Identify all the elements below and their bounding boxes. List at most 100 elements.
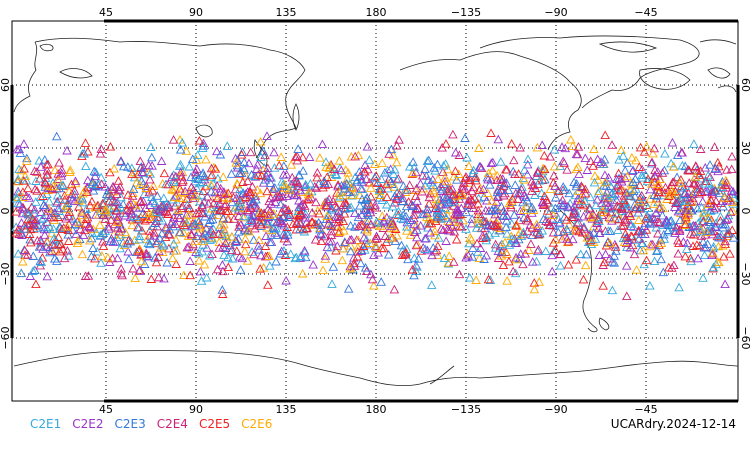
observation-triangle [719, 191, 730, 201]
observation-triangle [223, 252, 233, 262]
observation-triangle [38, 213, 49, 222]
observation-triangle [209, 162, 219, 172]
observation-triangle [207, 170, 217, 179]
observation-triangle [547, 250, 557, 260]
observation-triangle [310, 219, 320, 228]
observation-triangle [21, 207, 32, 217]
observation-triangle [328, 262, 339, 271]
observation-triangle [466, 194, 476, 204]
observation-triangle [522, 169, 533, 179]
observation-triangle [146, 142, 156, 151]
observation-triangle [65, 165, 76, 174]
observation-triangle [214, 198, 225, 208]
observation-triangle [370, 172, 380, 182]
observation-triangle [135, 180, 145, 190]
observation-triangle [394, 135, 404, 144]
observation-triangle [407, 264, 418, 274]
observation-triangle [438, 167, 448, 176]
observation-triangle [598, 281, 608, 290]
observation-triangle [115, 219, 125, 229]
observation-triangle [211, 200, 222, 209]
observation-triangle [346, 234, 357, 244]
observation-triangle [141, 181, 152, 190]
observation-triangle [134, 223, 144, 232]
observation-triangle [571, 179, 582, 188]
observation-triangle [391, 209, 402, 219]
observation-triangle [366, 269, 376, 279]
observation-triangle [244, 216, 254, 225]
observation-triangle [295, 209, 306, 219]
observation-triangle [14, 164, 24, 174]
observation-triangle [492, 170, 502, 180]
observation-triangle [103, 190, 113, 200]
observation-triangle [291, 218, 302, 227]
observation-triangle [634, 162, 645, 171]
observation-triangle [692, 184, 703, 193]
observation-triangle [279, 245, 289, 255]
observation-triangle [345, 261, 355, 271]
observation-triangle [242, 205, 253, 215]
observation-triangle [170, 201, 180, 210]
observation-triangle [673, 248, 683, 258]
observation-triangle [634, 234, 644, 243]
observation-triangle [393, 173, 404, 183]
observation-triangle [227, 253, 238, 263]
observation-triangle [57, 165, 67, 174]
observation-triangle [20, 245, 30, 255]
observation-triangle [159, 273, 169, 283]
observation-triangle [331, 245, 341, 255]
observation-triangle [340, 165, 351, 174]
observation-triangle [720, 239, 730, 249]
observation-triangle [190, 191, 200, 200]
observation-triangle [541, 216, 551, 225]
observation-triangle [723, 228, 734, 238]
observation-triangle [220, 238, 231, 247]
observation-triangle [21, 191, 32, 200]
observation-triangle [161, 222, 171, 232]
observation-triangle [258, 146, 269, 156]
observation-triangle [633, 215, 644, 224]
observation-triangle [350, 151, 360, 161]
observation-triangle [77, 210, 88, 220]
observation-triangle [39, 230, 50, 239]
observation-triangle [78, 197, 88, 207]
observation-triangle [402, 226, 412, 235]
observation-triangle [636, 238, 647, 247]
observation-triangle [232, 162, 243, 172]
observation-triangle [360, 195, 371, 204]
observation-triangle [79, 185, 90, 195]
observation-triangle [515, 188, 525, 197]
observation-triangle [559, 200, 569, 209]
observation-triangle [194, 135, 205, 145]
observation-triangle [98, 241, 109, 251]
observation-triangle [49, 215, 60, 224]
observation-triangle [651, 246, 662, 256]
observation-triangle [622, 171, 633, 181]
observation-triangle [647, 157, 657, 167]
observation-triangle [145, 239, 155, 249]
observation-triangle [65, 167, 75, 176]
observation-triangle [293, 178, 303, 188]
observation-triangle [578, 274, 589, 284]
observation-triangle [486, 128, 496, 137]
observation-triangle [262, 216, 273, 226]
observation-triangle [722, 165, 732, 174]
observation-triangle [498, 210, 509, 220]
observation-triangle [702, 225, 713, 235]
observation-triangle [36, 162, 46, 171]
observation-triangle [58, 244, 68, 254]
observation-triangle [661, 215, 672, 225]
observation-triangle [231, 237, 241, 246]
observation-triangle [463, 195, 474, 205]
observation-triangle [272, 230, 282, 239]
observation-triangle [517, 182, 527, 191]
lon-tick-label: 45 [99, 403, 113, 416]
observation-triangle [284, 185, 295, 194]
observation-triangle [374, 192, 385, 202]
observation-triangle [548, 210, 559, 220]
observation-triangle [204, 250, 215, 260]
observation-triangle [654, 240, 664, 249]
observation-markers [11, 128, 739, 301]
observation-triangle [14, 229, 24, 238]
observation-triangle [360, 262, 371, 272]
